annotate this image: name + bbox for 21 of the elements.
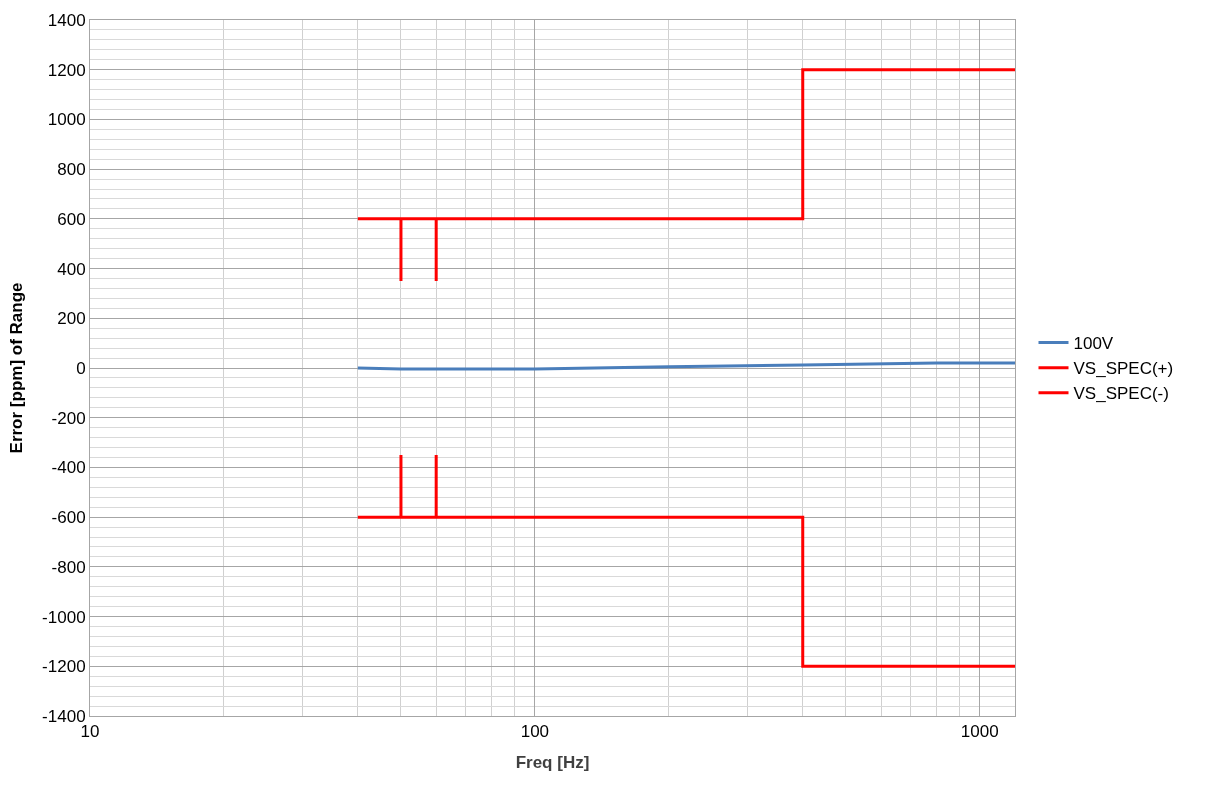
y-tick-label: -400: [51, 458, 86, 478]
y-tick-label: -200: [51, 408, 86, 428]
legend-label: 100V: [1073, 334, 1114, 354]
y-tick-label: 1400: [47, 10, 86, 30]
y-tick-label: -1000: [42, 607, 86, 627]
y-tick-label: -600: [51, 508, 86, 528]
x-axis-title: Freq [Hz]: [515, 752, 590, 772]
y-tick-label: 800: [57, 160, 86, 180]
y-tick-label: 200: [57, 309, 86, 329]
y-tick-label: 400: [57, 259, 86, 279]
y-tick-label: 1200: [47, 60, 86, 80]
y-tick-label: 0: [76, 358, 86, 378]
x-tick-label: 1000: [960, 722, 999, 742]
y-axis-title: Error [ppm] of Range: [6, 282, 26, 454]
y-tick-label: 600: [57, 209, 86, 229]
y-tick-label: 1000: [47, 110, 86, 130]
y-tick-label: -1200: [42, 657, 86, 677]
y-tick-label: -800: [51, 557, 86, 577]
legend-label: VS_SPEC(+): [1073, 359, 1174, 379]
x-tick-label: 100: [520, 722, 550, 742]
legend-label: VS_SPEC(-): [1073, 384, 1169, 404]
